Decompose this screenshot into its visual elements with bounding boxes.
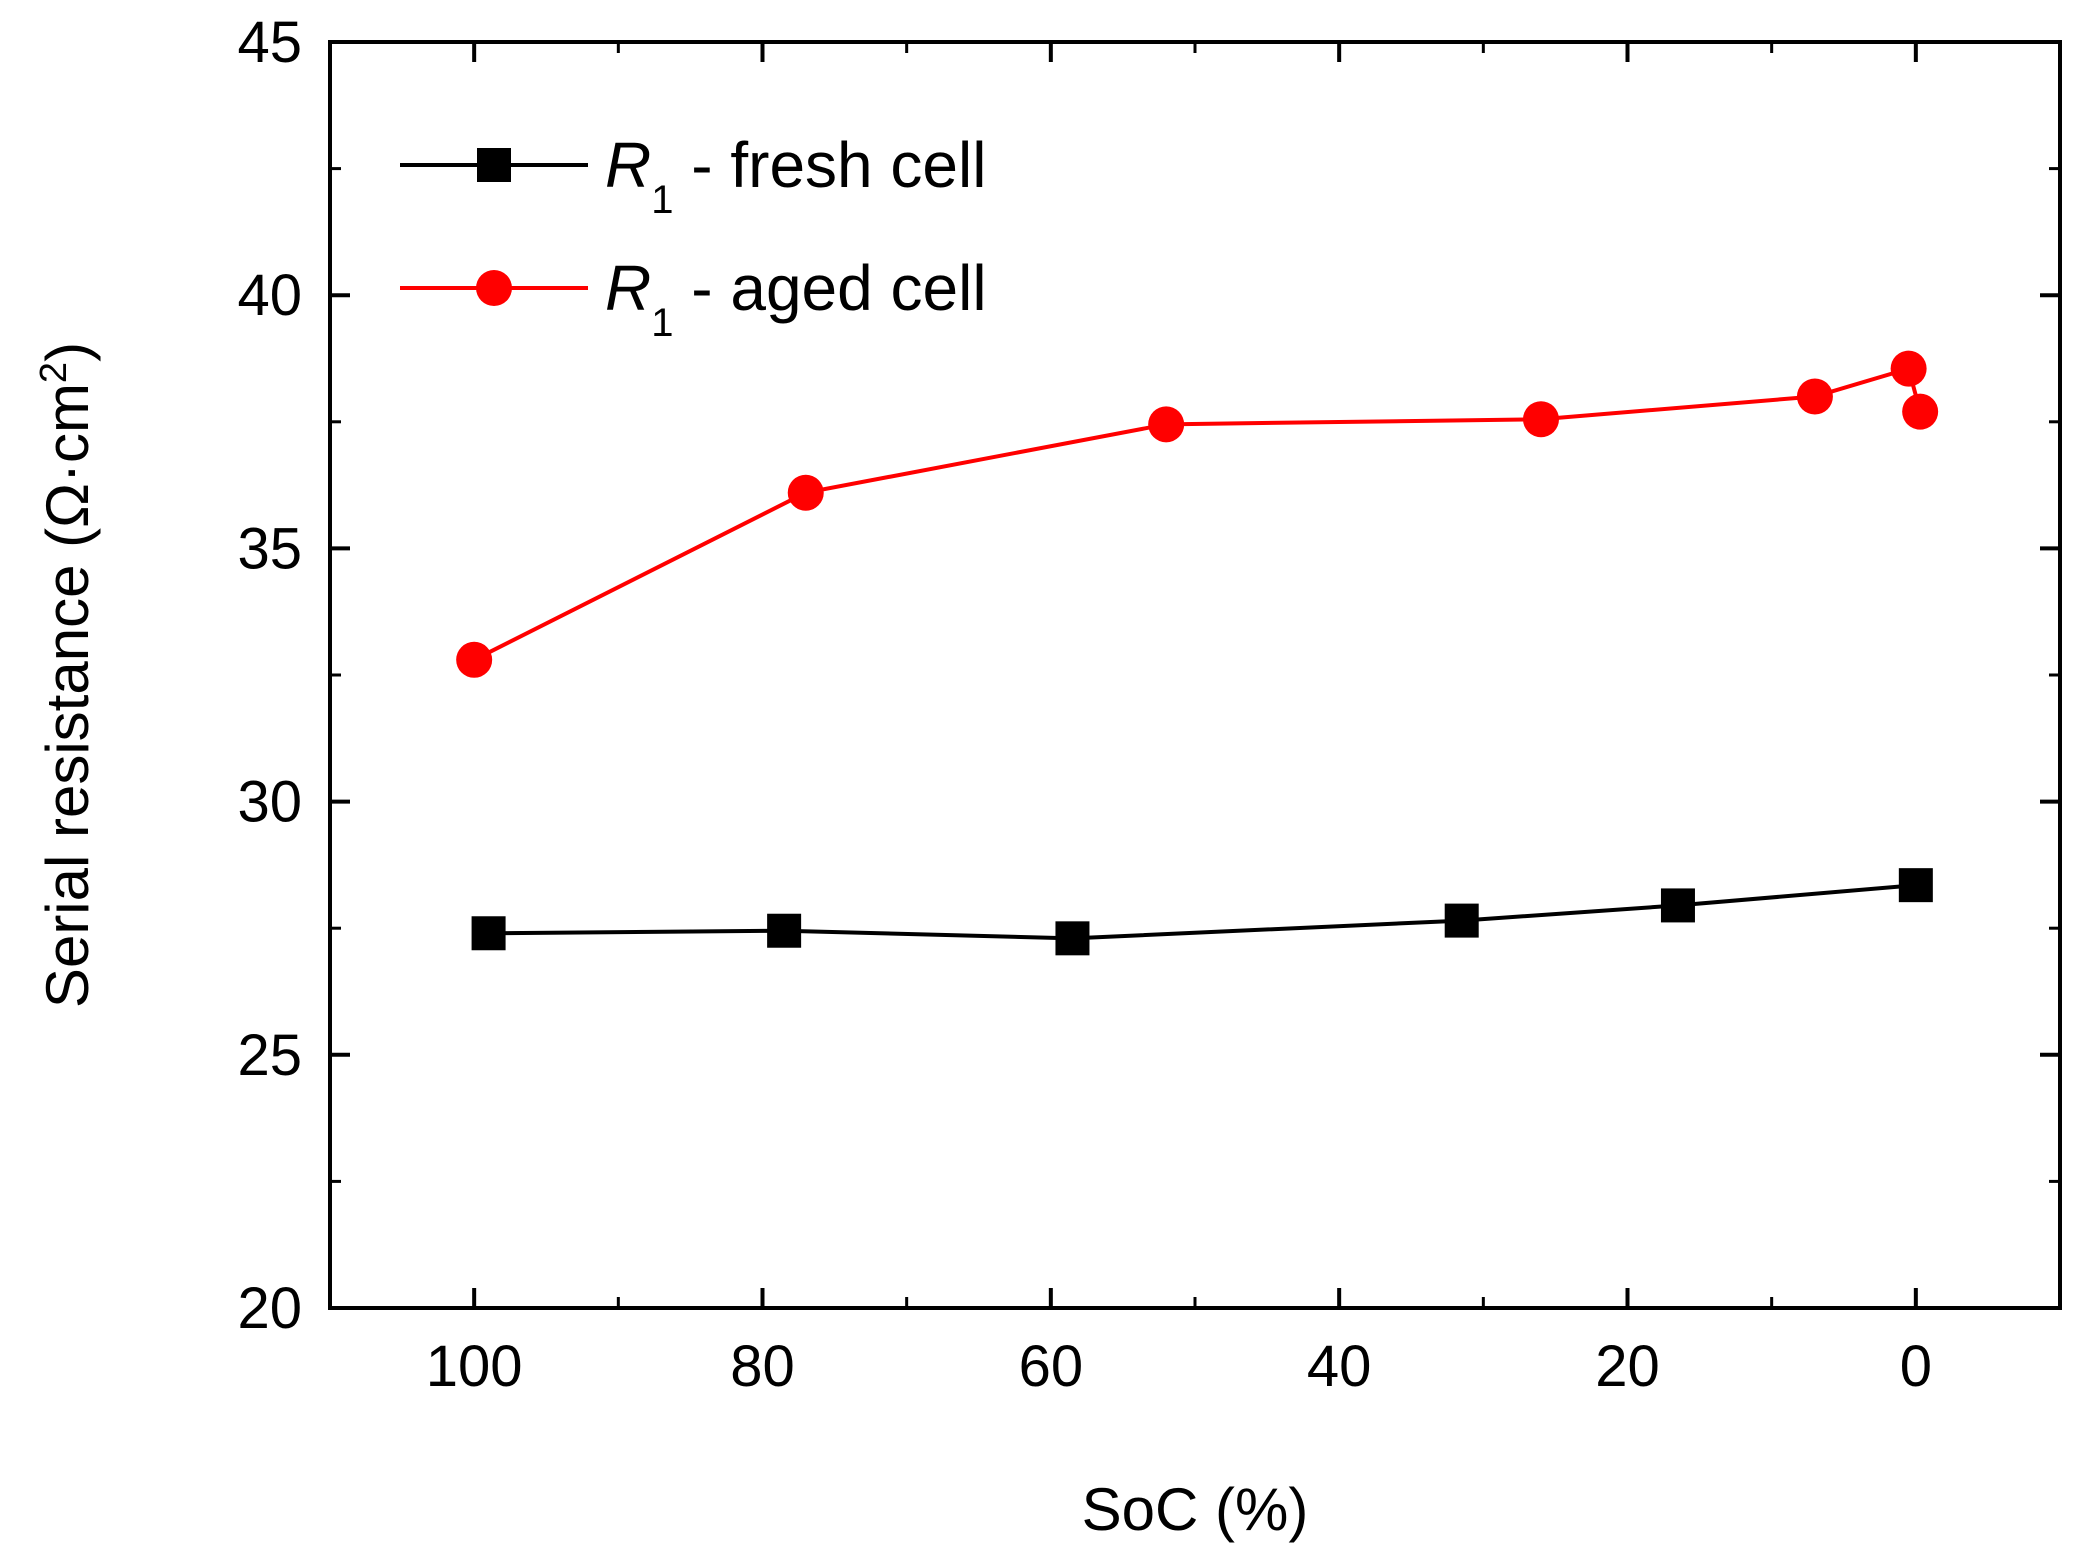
x-axis-ticks: 100 80 60 40 20 0 bbox=[426, 42, 1932, 1399]
x-axis-title: SoC (%) bbox=[1082, 1476, 1309, 1543]
y-axis-ticks: 20 25 30 35 40 45 bbox=[237, 10, 2060, 1341]
series-line bbox=[473, 366, 1923, 662]
legend-label-sub: 1 bbox=[651, 178, 673, 222]
data-point bbox=[787, 474, 824, 511]
y-tick-label: 30 bbox=[237, 770, 302, 835]
x-tick-label: 80 bbox=[730, 1334, 795, 1399]
y-axis-title-sup: 2 bbox=[33, 362, 75, 383]
legend-label-text: - aged cell bbox=[673, 252, 986, 324]
y-tick-label: 25 bbox=[237, 1023, 302, 1088]
x-tick-label: 0 bbox=[1900, 1334, 1932, 1399]
series-1 bbox=[471, 868, 1933, 956]
legend-marker bbox=[477, 148, 511, 182]
data-point bbox=[1902, 393, 1939, 430]
legend-label-var: R bbox=[605, 252, 651, 324]
data-point bbox=[1796, 378, 1833, 415]
data-point bbox=[1523, 401, 1559, 438]
y-tick-label: 40 bbox=[237, 263, 302, 328]
x-tick-label: 20 bbox=[1595, 1334, 1660, 1399]
y-axis-title-close: ) bbox=[34, 342, 101, 362]
legend-label-sub: 1 bbox=[651, 301, 673, 345]
x-tick-label: 40 bbox=[1307, 1334, 1372, 1399]
legend-label-var: R bbox=[605, 129, 651, 201]
data-point bbox=[456, 641, 493, 678]
data-point bbox=[1055, 921, 1090, 956]
series-line bbox=[488, 883, 1917, 941]
legend-label: R1 - fresh cell bbox=[605, 129, 986, 222]
data-point bbox=[1444, 903, 1479, 938]
data-point bbox=[1660, 888, 1695, 923]
data-point bbox=[1898, 868, 1933, 903]
x-tick-label: 60 bbox=[1019, 1334, 1084, 1399]
legend-label: R1 - aged cell bbox=[605, 252, 987, 345]
y-axis-title-main: Serial resistance (Ω·cm bbox=[34, 383, 101, 1008]
series-layer bbox=[456, 350, 1939, 956]
y-tick-label: 35 bbox=[237, 516, 302, 581]
data-point bbox=[471, 916, 506, 951]
data-point bbox=[1148, 406, 1185, 443]
legend-item-2: R1 - aged cell bbox=[400, 252, 987, 345]
legend-item-1: R1 - fresh cell bbox=[400, 129, 986, 222]
series-2 bbox=[456, 350, 1939, 678]
data-point bbox=[767, 913, 802, 948]
data-point bbox=[1890, 350, 1927, 387]
y-tick-label: 45 bbox=[237, 10, 302, 75]
legend-label-text: - fresh cell bbox=[673, 129, 986, 201]
y-axis-title: Serial resistance (Ω·cm2) bbox=[33, 342, 101, 1008]
legend-marker bbox=[476, 270, 512, 306]
y-tick-label: 20 bbox=[237, 1276, 302, 1341]
x-tick-label: 100 bbox=[426, 1334, 523, 1399]
plot-frame bbox=[328, 40, 2062, 1310]
